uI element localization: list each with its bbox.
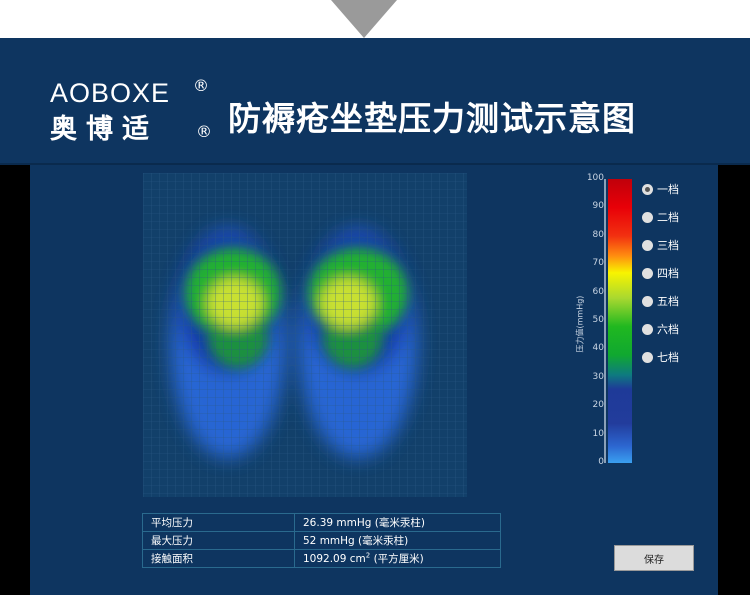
scale-tick-label: 70	[592, 258, 604, 269]
pressure-heatmap	[143, 173, 467, 497]
radio-button-icon[interactable]	[642, 295, 653, 307]
table-row: 最大压力 52 mmHg (毫米汞柱)	[142, 531, 501, 550]
brand-logo: AOBOXE 奥博适	[50, 78, 171, 145]
radio-button-icon[interactable]	[642, 351, 653, 363]
scale-tick-label: 0	[598, 457, 604, 467]
header-banner: AOBOXE 奥博适 ® ® 防褥疮坐垫压力测试示意图	[0, 38, 750, 165]
registered-mark: ®	[193, 76, 209, 95]
level-label: 六档	[657, 323, 679, 336]
level-option-6[interactable]: 六档	[642, 315, 679, 343]
scale-tick-label: 100	[586, 173, 604, 183]
level-label: 四档	[657, 267, 679, 280]
level-label: 三档	[657, 239, 679, 252]
top-strip	[0, 0, 750, 38]
level-option-5[interactable]: 五档	[642, 287, 679, 315]
level-option-1[interactable]: 一档	[642, 175, 679, 203]
level-option-7[interactable]: 七档	[642, 343, 679, 371]
save-button[interactable]: 保存	[614, 545, 694, 571]
scale-tick-label: 60	[592, 286, 604, 297]
scale-tick-label: 40	[592, 343, 604, 354]
level-option-2[interactable]: 二档	[642, 203, 679, 231]
radio-button-icon[interactable]	[642, 323, 653, 335]
chevron-down-icon	[331, 0, 397, 38]
radio-button-icon[interactable]	[642, 183, 653, 195]
level-label: 七档	[657, 351, 679, 364]
color-gradient-bar	[608, 179, 632, 463]
level-option-4[interactable]: 四档	[642, 259, 679, 287]
scale-tick-label: 10	[592, 428, 604, 439]
level-label: 一档	[657, 183, 679, 196]
pressure-color-scale: 压力值(mmHg) 100 90 80 70 60 50 40 30 20 10 0	[575, 173, 638, 467]
radio-button-icon[interactable]	[642, 211, 653, 223]
pressure-panel: 压力值(mmHg) 100 90 80 70 60 50 40 30 20 10 0 一档 二档 三档四…	[30, 165, 718, 595]
level-label: 五档	[657, 295, 679, 308]
scale-tick-label: 50	[592, 315, 604, 325]
table-row: 接触面积 1092.09 cm2 (平方厘米)	[142, 549, 501, 568]
scale-tick-label: 80	[592, 229, 604, 240]
level-label: 二档	[657, 211, 679, 224]
level-option-3[interactable]: 三档	[642, 231, 679, 259]
stats-table: 平均压力 26.39 mmHg (毫米汞柱) 最大压力 52 mmHg (毫米汞柱)…	[142, 513, 501, 568]
registered-mark: ®	[196, 122, 212, 141]
page-title: 防褥疮坐垫压力测试示意图	[228, 99, 636, 138]
scale-tick-label: 20	[592, 400, 604, 411]
scale-axis-line	[604, 179, 606, 463]
table-row: 平均压力 26.39 mmHg (毫米汞柱)	[142, 513, 501, 532]
level-radio-group: 一档二档三档四档五档六档七档	[642, 175, 679, 371]
scale-tick-label: 30	[592, 371, 604, 382]
scale-tick-label: 90	[592, 201, 604, 212]
radio-button-icon[interactable]	[642, 267, 653, 279]
radio-button-icon[interactable]	[642, 239, 653, 251]
scale-axis-label: 压力值(mmHg)	[575, 295, 585, 353]
